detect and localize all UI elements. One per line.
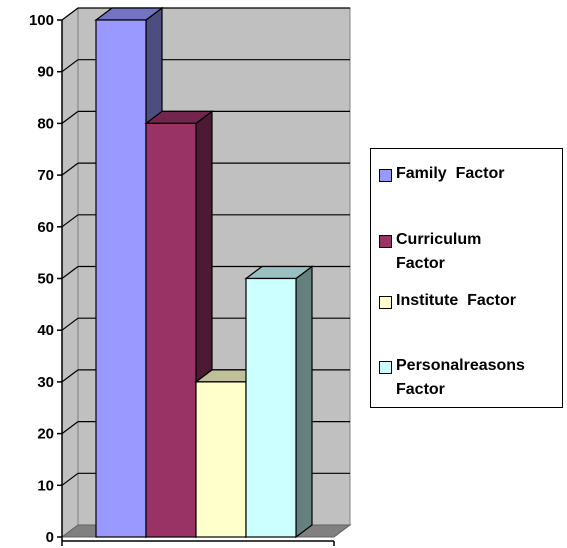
bar-side xyxy=(295,265,313,539)
gridline-side xyxy=(61,421,79,435)
legend-label-personalreasons-factor: Personalreasons Factor xyxy=(396,357,525,398)
y-tick-label: 60 xyxy=(37,219,54,236)
legend-label-curriculum-factor: Curriculum Factor xyxy=(396,231,482,272)
y-tick-label: 100 xyxy=(29,12,54,29)
legend-item-institute-factor: Institute Factor xyxy=(379,292,556,313)
y-tick-label: 10 xyxy=(37,477,54,494)
gridline-side xyxy=(61,7,79,21)
legend-label-institute-factor: Institute Factor xyxy=(396,292,517,309)
y-tick-label: 90 xyxy=(37,64,54,81)
gridline-side xyxy=(61,110,79,124)
gridline-side xyxy=(61,369,79,383)
gridline-side xyxy=(61,472,79,486)
bar xyxy=(195,381,247,538)
bar xyxy=(145,122,197,538)
gridline-side xyxy=(61,266,79,279)
gridline-side xyxy=(61,214,79,228)
legend-item-family-factor: Family Factor xyxy=(379,165,556,186)
y-tick-label: 0 xyxy=(46,529,54,546)
legend-swatch-personalreasons-factor xyxy=(379,361,392,374)
y-tick-label: 40 xyxy=(37,322,54,339)
bar xyxy=(95,19,147,538)
bar xyxy=(245,277,297,538)
legend-label-family-factor: Family Factor xyxy=(396,165,505,182)
legend-swatch-curriculum-factor xyxy=(379,235,392,248)
gridline-side xyxy=(61,59,79,73)
chart-legend: Family Factor Curriculum Factor Institut… xyxy=(370,148,563,408)
legend-item-personalreasons-factor: Personalreasons Factor xyxy=(379,357,556,402)
legend-item-curriculum-factor: Curriculum Factor xyxy=(379,231,556,276)
y-tick-label: 70 xyxy=(37,167,54,184)
y-tick-label: 50 xyxy=(37,271,54,288)
gridline-side xyxy=(61,317,79,331)
legend-swatch-family-factor xyxy=(379,169,392,182)
y-tick-label: 80 xyxy=(37,115,54,132)
legend-swatch-institute-factor xyxy=(379,296,392,309)
gridline-side xyxy=(61,162,79,176)
y-tick-label: 20 xyxy=(37,426,54,443)
y-tick-label: 30 xyxy=(37,374,54,391)
